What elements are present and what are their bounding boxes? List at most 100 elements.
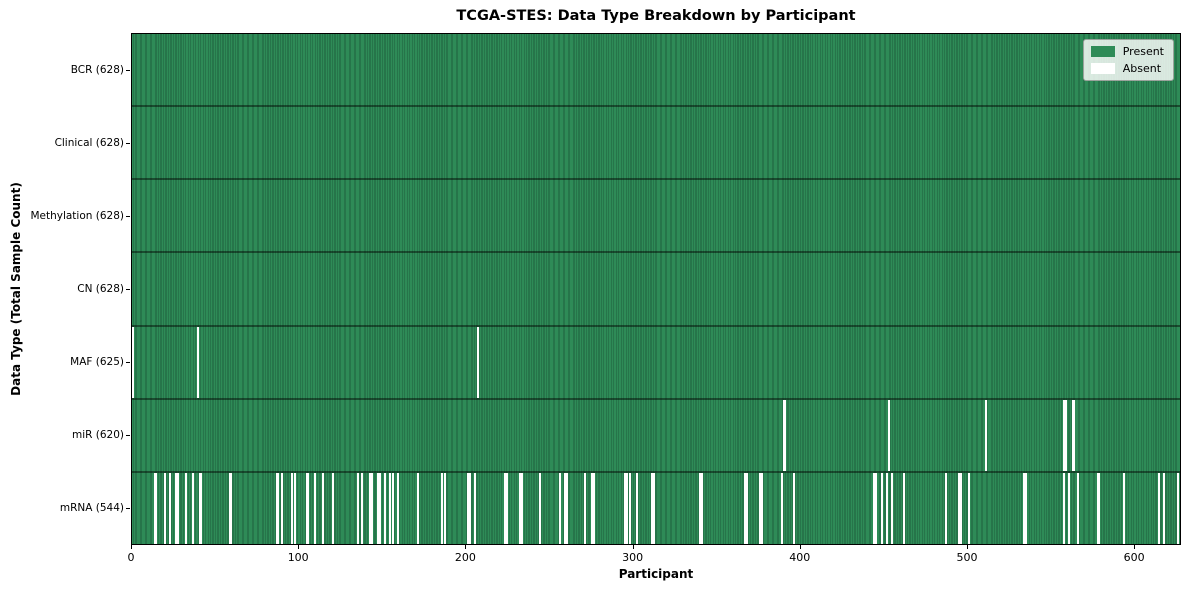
absent-stripe <box>984 399 987 471</box>
absent-stripe <box>192 472 195 544</box>
absent-stripe <box>1023 472 1026 544</box>
absent-stripe <box>200 472 203 544</box>
absent-stripe <box>198 472 201 544</box>
absent-stripe <box>163 472 166 544</box>
absent-stripe <box>1064 399 1067 471</box>
heat-row-mRNA <box>132 470 1180 544</box>
absent-stripe <box>784 399 787 471</box>
x-tick-label: 600 <box>1123 551 1145 564</box>
absent-stripe <box>440 472 443 544</box>
absent-stripe <box>383 472 386 544</box>
absent-stripe <box>370 472 373 544</box>
y-tick-mark <box>126 215 130 217</box>
absent-stripe <box>469 472 472 544</box>
chart-title: TCGA-STES: Data Type Breakdown by Partic… <box>456 8 856 24</box>
absent-stripe <box>185 472 188 544</box>
y-tick-label-CN: CN (628) <box>77 283 124 295</box>
present-swatch <box>1090 46 1115 57</box>
x-tick-mark <box>131 545 132 549</box>
absent-stripe <box>872 472 875 544</box>
absent-stripe <box>650 472 653 544</box>
heat-row-Clinical <box>132 105 1180 178</box>
absent-stripe <box>625 472 628 544</box>
absent-stripe <box>565 472 568 544</box>
x-axis-label: Participant <box>618 567 694 581</box>
absent-stripe <box>1076 472 1079 544</box>
absent-stripe <box>155 472 158 544</box>
y-tick-label-BCR: BCR (628) <box>70 63 124 76</box>
absent-stripe <box>652 472 655 544</box>
absent-stripe <box>959 472 962 544</box>
absent-stripe <box>1063 472 1066 544</box>
absent-stripe <box>474 472 477 544</box>
absent-stripe <box>701 472 704 544</box>
absent-stripe <box>290 472 293 544</box>
absent-stripe <box>1024 472 1027 544</box>
x-tick-mark <box>1134 545 1136 549</box>
y-tick-label-Methylation: Methylation (628) <box>30 209 124 222</box>
legend-item-absent: Absent <box>1090 62 1164 75</box>
absent-stripe <box>477 326 480 398</box>
absent-stripe <box>891 472 894 544</box>
x-tick-label: 300 <box>622 551 644 564</box>
absent-stripe <box>360 472 363 544</box>
x-tick-mark <box>799 545 801 549</box>
absent-stripe <box>1063 399 1066 471</box>
absent-stripe <box>564 472 567 544</box>
absent-stripe <box>746 472 749 544</box>
y-tick-mark <box>126 142 130 144</box>
absent-stripe <box>293 472 296 544</box>
absent-stripe <box>520 472 523 544</box>
absent-stripe <box>781 472 784 544</box>
absent-stripe <box>1163 472 1166 544</box>
x-tick-mark <box>465 545 467 549</box>
absent-stripe <box>467 472 470 544</box>
absent-stripe <box>539 472 542 544</box>
absent-stripe <box>417 472 420 544</box>
absent-stripe <box>635 472 638 544</box>
absent-stripe <box>305 472 308 544</box>
absent-stripe <box>504 472 507 544</box>
y-tick-mark <box>126 362 130 364</box>
absent-stripe <box>357 472 360 544</box>
heat-row-Methylation <box>132 178 1180 251</box>
absent-stripe <box>874 472 877 544</box>
x-tick-label: 100 <box>287 551 309 564</box>
x-tick-mark <box>298 545 300 549</box>
absent-stripe <box>1071 399 1074 471</box>
x-tick-label: 200 <box>454 551 476 564</box>
absent-stripe <box>1176 472 1179 544</box>
absent-stripe <box>559 472 562 544</box>
x-tick-label: 400 <box>789 551 811 564</box>
y-tick-mark <box>126 508 130 510</box>
absent-stripe <box>902 472 905 544</box>
absent-stripe <box>782 399 785 471</box>
absent-stripe <box>307 472 310 544</box>
absent-stripe <box>1098 472 1101 544</box>
absent-stripe <box>519 472 522 544</box>
absent-stripe <box>699 472 702 544</box>
legend-item-present: Present <box>1090 45 1164 58</box>
x-tick-label: 500 <box>956 551 978 564</box>
absent-stripe <box>444 472 447 544</box>
absent-stripe <box>1068 472 1071 544</box>
absent-stripe <box>761 472 764 544</box>
absent-stripe <box>388 472 391 544</box>
absent-stripe <box>175 472 178 544</box>
absent-stripe <box>153 472 156 544</box>
absent-stripe <box>228 472 231 544</box>
y-tick-label-MAF: MAF (625) <box>70 356 124 369</box>
absent-stripe <box>881 472 884 544</box>
y-tick-label-miR: miR (620) <box>71 429 124 442</box>
absent-stripe <box>280 472 283 544</box>
absent-swatch <box>1090 63 1115 74</box>
y-tick-mark <box>126 435 130 437</box>
absent-stripe <box>887 399 890 471</box>
absent-stripe <box>584 472 587 544</box>
absent-stripe <box>368 472 371 544</box>
y-tick-mark <box>126 289 130 290</box>
absent-stripe <box>1123 472 1126 544</box>
absent-stripe <box>275 472 278 544</box>
absent-stripe <box>624 472 627 544</box>
